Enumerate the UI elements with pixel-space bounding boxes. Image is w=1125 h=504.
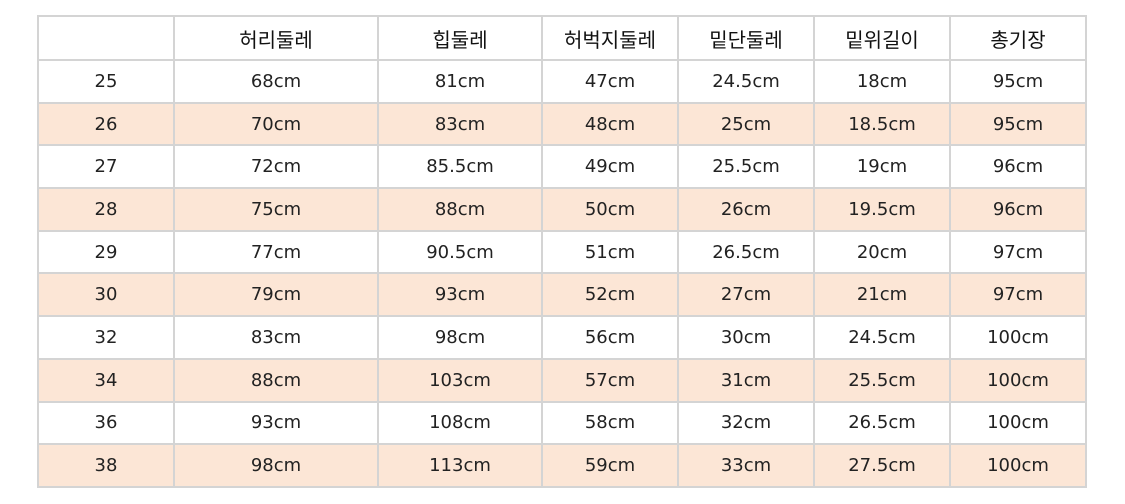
measurement-cell: 20cm [813, 229, 951, 275]
size-cell: 36 [37, 400, 175, 446]
measurement-cell: 81cm [377, 59, 543, 104]
table-row: 30 79cm 93cm 52cm 27cm 21cm 97cm [37, 272, 1087, 318]
measurement-cell: 56cm [541, 315, 679, 360]
measurement-cell: 27.5cm [813, 443, 951, 488]
size-cell: 34 [37, 357, 175, 403]
size-cell: 38 [37, 443, 175, 488]
table-row: 38 98cm 113cm 59cm 33cm 27.5cm 100cm [37, 443, 1087, 488]
measurement-cell: 32cm [677, 400, 815, 446]
measurement-cell: 95cm [949, 59, 1087, 104]
size-cell: 25 [37, 59, 175, 104]
measurement-cell: 70cm [173, 101, 379, 147]
measurement-cell: 24.5cm [677, 59, 815, 104]
measurement-cell: 98cm [377, 315, 543, 360]
measurement-cell: 85.5cm [377, 144, 543, 190]
column-header: 허리둘레 [173, 15, 379, 61]
measurement-cell: 97cm [949, 272, 1087, 318]
table-row: 25 68cm 81cm 47cm 24.5cm 18cm 95cm [37, 59, 1087, 104]
measurement-cell: 113cm [377, 443, 543, 488]
size-cell: 28 [37, 187, 175, 232]
size-cell: 30 [37, 272, 175, 318]
measurement-cell: 75cm [173, 187, 379, 232]
measurement-cell: 47cm [541, 59, 679, 104]
measurement-cell: 72cm [173, 144, 379, 190]
measurement-cell: 96cm [949, 187, 1087, 232]
table-row: 27 72cm 85.5cm 49cm 25.5cm 19cm 96cm [37, 144, 1087, 190]
measurement-cell: 27cm [677, 272, 815, 318]
measurement-cell: 95cm [949, 101, 1087, 147]
size-cell: 32 [37, 315, 175, 360]
column-header: 총기장 [949, 15, 1087, 61]
table-row: 32 83cm 98cm 56cm 30cm 24.5cm 100cm [37, 315, 1087, 360]
measurement-cell: 59cm [541, 443, 679, 488]
measurement-cell: 97cm [949, 229, 1087, 275]
measurement-cell: 79cm [173, 272, 379, 318]
column-header: 밑위길이 [813, 15, 951, 61]
measurement-cell: 52cm [541, 272, 679, 318]
measurement-cell: 100cm [949, 443, 1087, 488]
measurement-cell: 25.5cm [677, 144, 815, 190]
measurement-cell: 26.5cm [677, 229, 815, 275]
measurement-cell: 18cm [813, 59, 951, 104]
measurement-cell: 48cm [541, 101, 679, 147]
measurement-cell: 100cm [949, 400, 1087, 446]
column-header: 힙둘레 [377, 15, 543, 61]
measurement-cell: 88cm [173, 357, 379, 403]
measurement-cell: 50cm [541, 187, 679, 232]
measurement-cell: 25cm [677, 101, 815, 147]
size-cell: 27 [37, 144, 175, 190]
table-row: 28 75cm 88cm 50cm 26cm 19.5cm 96cm [37, 187, 1087, 232]
measurement-cell: 108cm [377, 400, 543, 446]
measurement-cell: 90.5cm [377, 229, 543, 275]
measurement-cell: 68cm [173, 59, 379, 104]
measurement-cell: 83cm [173, 315, 379, 360]
table-row: 29 77cm 90.5cm 51cm 26.5cm 20cm 97cm [37, 229, 1087, 275]
measurement-cell: 26.5cm [813, 400, 951, 446]
measurement-cell: 96cm [949, 144, 1087, 190]
size-chart-table: 허리둘레 힙둘레 허벅지둘레 밑단둘레 밑위길이 총기장 25 68cm 81cm 47cm 24… [37, 15, 1087, 488]
measurement-cell: 77cm [173, 229, 379, 275]
measurement-cell: 21cm [813, 272, 951, 318]
measurement-cell: 49cm [541, 144, 679, 190]
measurement-cell: 57cm [541, 357, 679, 403]
table-row: 26 70cm 83cm 48cm 25cm 18.5cm 95cm [37, 101, 1087, 147]
measurement-cell: 58cm [541, 400, 679, 446]
measurement-cell: 93cm [377, 272, 543, 318]
measurement-cell: 18.5cm [813, 101, 951, 147]
measurement-cell: 31cm [677, 357, 815, 403]
measurement-cell: 25.5cm [813, 357, 951, 403]
table-row: 34 88cm 103cm 57cm 31cm 25.5cm 100cm [37, 357, 1087, 403]
table-row: 36 93cm 108cm 58cm 32cm 26.5cm 100cm [37, 400, 1087, 446]
measurement-cell: 26cm [677, 187, 815, 232]
measurement-cell: 24.5cm [813, 315, 951, 360]
measurement-cell: 33cm [677, 443, 815, 488]
measurement-cell: 100cm [949, 357, 1087, 403]
measurement-cell: 19cm [813, 144, 951, 190]
measurement-cell: 98cm [173, 443, 379, 488]
column-header: 밑단둘레 [677, 15, 815, 61]
measurement-cell: 83cm [377, 101, 543, 147]
size-cell: 29 [37, 229, 175, 275]
measurement-cell: 51cm [541, 229, 679, 275]
header-row: 허리둘레 힙둘레 허벅지둘레 밑단둘레 밑위길이 총기장 [37, 15, 1087, 61]
measurement-cell: 93cm [173, 400, 379, 446]
size-cell: 26 [37, 101, 175, 147]
measurement-cell: 88cm [377, 187, 543, 232]
column-header: 허벅지둘레 [541, 15, 679, 61]
measurement-cell: 103cm [377, 357, 543, 403]
measurement-cell: 19.5cm [813, 187, 951, 232]
measurement-cell: 30cm [677, 315, 815, 360]
column-header [37, 15, 175, 61]
measurement-cell: 100cm [949, 315, 1087, 360]
